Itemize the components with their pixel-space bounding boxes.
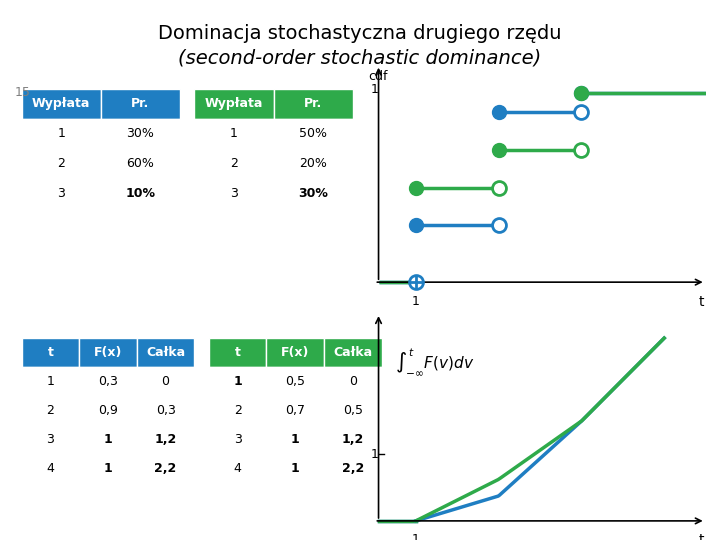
Text: $\int_{-\infty}^{t} F(v)dv$: $\int_{-\infty}^{t} F(v)dv$ (395, 347, 474, 377)
Text: 1: 1 (371, 448, 379, 461)
Text: 1: 1 (371, 83, 379, 96)
Text: 15: 15 (14, 86, 30, 99)
Text: (second-order stochastic dominance): (second-order stochastic dominance) (179, 49, 541, 68)
Text: cdf: cdf (368, 70, 387, 84)
Text: 1: 1 (412, 534, 420, 540)
Text: Dominacja stochastyczna drugiego rzędu: Dominacja stochastyczna drugiego rzędu (158, 24, 562, 43)
Text: t: t (698, 534, 704, 540)
Text: 1: 1 (412, 295, 420, 308)
Text: t: t (698, 295, 704, 309)
